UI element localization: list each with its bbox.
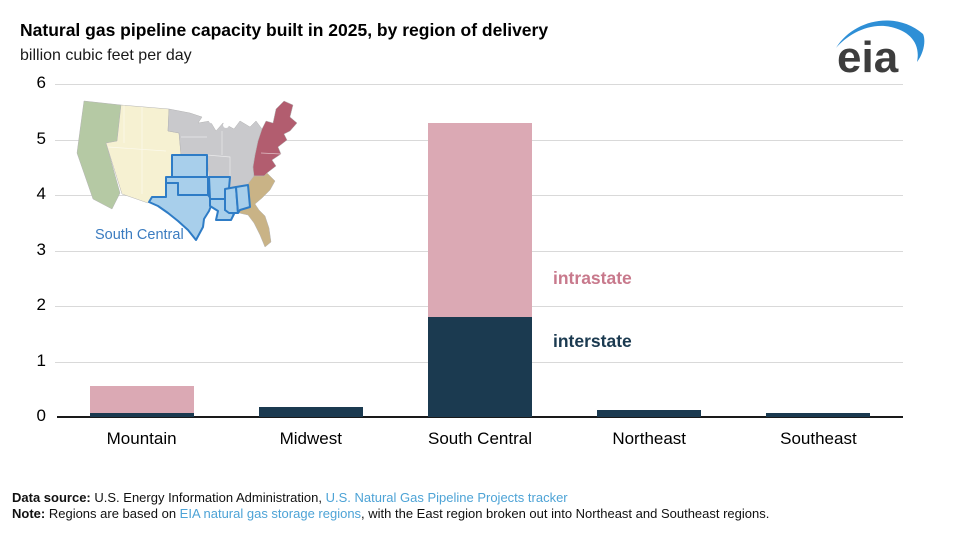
footer-text: Note: [12, 506, 49, 521]
bar-segment-intrastate [89, 386, 194, 413]
map-region-northeast [252, 100, 298, 177]
eia-logo-swoosh-icon [836, 20, 925, 62]
bar-segment-interstate [428, 317, 532, 417]
map-state-texas [148, 182, 214, 241]
x-category-label: Mountain [106, 429, 177, 448]
bar-segment-intrastate [428, 122, 532, 318]
footer-link[interactable]: EIA natural gas storage regions [179, 506, 362, 521]
footer-text: Regions are based on [48, 506, 180, 521]
y-tick-label: 6 [36, 73, 46, 92]
great-lakes-icon [208, 116, 229, 128]
x-category-label: South Central [428, 429, 532, 448]
footer-data-source: Data source: U.S. Energy Information Adm… [12, 490, 568, 505]
x-category-label: Northeast [612, 429, 687, 448]
us-regions-map [76, 100, 298, 248]
bar-segment-interstate [258, 407, 363, 417]
bar-segment-interstate [89, 412, 194, 417]
footer-text: , with the East region broken out into N… [361, 506, 770, 521]
map-state-alabama [235, 184, 251, 214]
x-category-label: Midwest [279, 429, 342, 448]
eia-logo-text: eia [837, 33, 899, 80]
y-tick-label: 2 [36, 295, 46, 314]
x-axis-line [57, 416, 903, 418]
chart-subtitle: billion cubic feet per day [20, 47, 192, 64]
footer-text: Data source: [12, 490, 95, 505]
footer-link[interactable]: U.S. Natural Gas Pipeline Projects track… [325, 490, 568, 505]
gridline [55, 84, 903, 85]
annotation-interstate: interstate [553, 331, 632, 351]
eia-logo: eia [836, 20, 925, 80]
bar-segment-interstate [597, 409, 702, 417]
x-category-label: Southeast [780, 429, 857, 448]
footer-note: Note: Regions are based on EIA natural g… [12, 506, 769, 521]
y-tick-label: 4 [36, 184, 46, 203]
y-tick-label: 3 [36, 239, 46, 259]
y-tick-label: 1 [36, 350, 46, 370]
map-state-kansas [171, 154, 208, 178]
map-state-mississippi [224, 186, 239, 214]
y-tick-label: 0 [36, 406, 46, 425]
annotation-intrastate: intrastate [553, 268, 632, 288]
map-label-south-central: South Central [95, 227, 184, 243]
footer-text: U.S. Energy Information Administration, [94, 490, 326, 505]
y-tick-label: 5 [36, 128, 46, 148]
bar-segment-interstate [766, 413, 871, 417]
chart-title: Natural gas pipeline capacity built in 2… [20, 20, 549, 40]
